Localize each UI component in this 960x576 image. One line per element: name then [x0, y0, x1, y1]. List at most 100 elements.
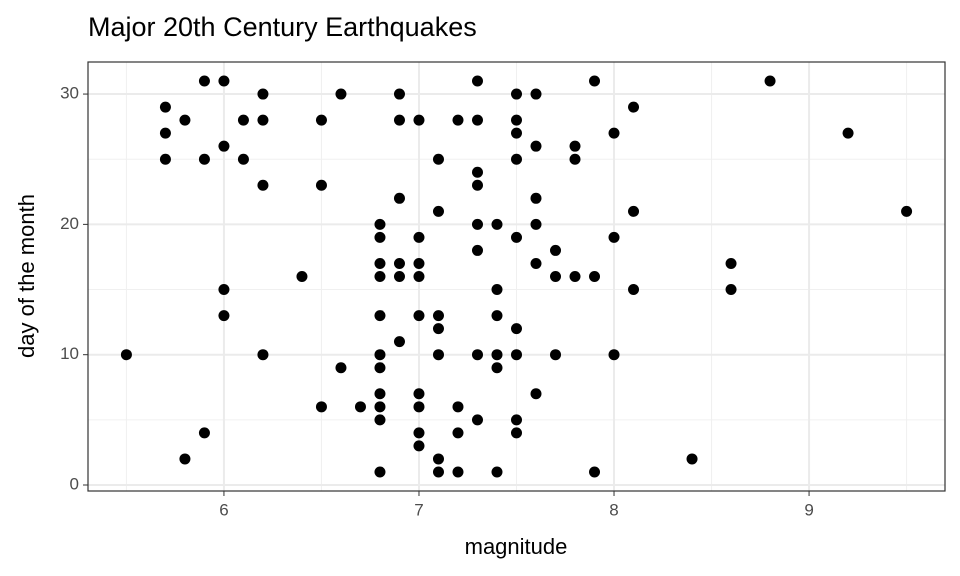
point [530, 388, 542, 400]
point [569, 271, 581, 282]
point [901, 205, 913, 217]
point [511, 427, 522, 439]
point [413, 427, 425, 439]
point [471, 414, 483, 426]
point [315, 114, 327, 126]
point [608, 127, 620, 139]
point [511, 127, 522, 139]
point [452, 466, 464, 478]
point [257, 114, 269, 126]
point [569, 153, 581, 165]
point [432, 349, 444, 361]
point [628, 101, 640, 113]
point [432, 323, 444, 335]
point [764, 75, 776, 87]
x-tick-label: 9 [804, 500, 813, 519]
point [374, 414, 386, 426]
point [550, 271, 562, 282]
point [335, 362, 347, 374]
point [179, 453, 191, 465]
point [393, 336, 405, 348]
point [393, 114, 405, 126]
point [842, 127, 854, 139]
point [198, 427, 210, 439]
point [335, 88, 347, 100]
point [511, 153, 522, 165]
point [725, 284, 737, 296]
point [550, 244, 562, 256]
point [237, 114, 249, 126]
point [393, 271, 405, 282]
point [413, 388, 425, 400]
y-tick-label: 0 [70, 474, 79, 493]
point [491, 349, 503, 361]
point [530, 257, 542, 269]
y-tick-label: 10 [60, 344, 79, 363]
point [257, 179, 269, 191]
point [471, 166, 483, 178]
point [608, 231, 620, 243]
point [628, 284, 640, 296]
point [159, 127, 171, 139]
point [413, 401, 425, 413]
point [491, 284, 503, 296]
point [432, 205, 444, 217]
point [413, 231, 425, 243]
point [237, 153, 249, 165]
point [511, 114, 522, 126]
point [296, 271, 308, 282]
point [511, 88, 522, 100]
point [257, 349, 269, 361]
point [491, 310, 503, 322]
point [471, 75, 483, 87]
point [374, 349, 386, 361]
point [218, 140, 230, 152]
point [471, 349, 483, 361]
point [432, 153, 444, 165]
point [628, 205, 640, 217]
point [374, 310, 386, 322]
point [413, 114, 425, 126]
point [491, 218, 503, 230]
point [491, 362, 503, 374]
point [159, 153, 171, 165]
point [413, 310, 425, 322]
point [413, 440, 425, 452]
point [374, 388, 386, 400]
point [393, 88, 405, 100]
point [218, 310, 230, 322]
point [452, 427, 464, 439]
point [393, 257, 405, 269]
point [354, 401, 366, 413]
point [432, 310, 444, 322]
y-tick-label: 30 [60, 84, 79, 103]
x-tick-label: 8 [609, 500, 618, 519]
chart-title: Major 20th Century Earthquakes [88, 12, 477, 42]
point [374, 257, 386, 269]
point [452, 401, 464, 413]
point [471, 218, 483, 230]
point [315, 179, 327, 191]
point [198, 75, 210, 87]
point [511, 323, 522, 335]
x-tick-label: 7 [414, 500, 423, 519]
point [471, 114, 483, 126]
x-tick-label: 6 [219, 500, 228, 519]
point [374, 218, 386, 230]
point [374, 362, 386, 374]
point [374, 271, 386, 282]
point [413, 257, 425, 269]
point [413, 271, 425, 282]
point [530, 192, 542, 204]
point [530, 88, 542, 100]
point [530, 218, 542, 230]
point [589, 466, 601, 478]
point [374, 401, 386, 413]
point [491, 466, 503, 478]
point [452, 114, 464, 126]
point [589, 271, 601, 282]
point [432, 466, 444, 478]
point [120, 349, 132, 361]
point [218, 75, 230, 87]
